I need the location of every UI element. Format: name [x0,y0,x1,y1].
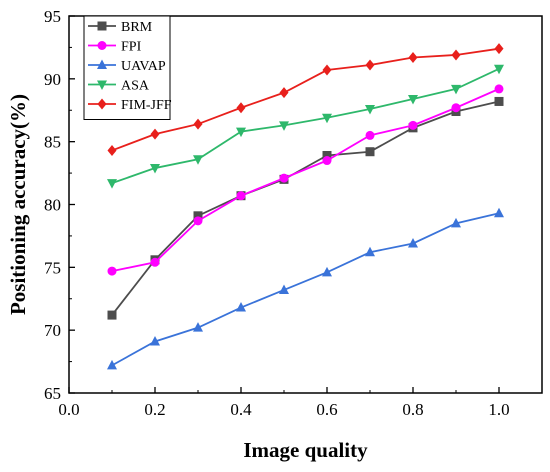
data-point-fim-jff [322,64,332,76]
legend-entry-asa: ASA [88,79,150,94]
data-point-fim-jff [193,118,203,130]
data-point-fpi [236,191,246,201]
series-brm [107,96,504,320]
legend-entry-brm: BRM [88,20,153,35]
data-point-asa [408,94,418,105]
data-point-uavap [150,335,160,346]
series-line-uavap [111,212,500,367]
data-point-uavap [451,217,461,228]
data-point-fim-jff [408,51,418,63]
data-point-brm [365,147,375,157]
data-point-asa [494,64,504,75]
data-point-uavap [365,246,375,257]
data-point-fim-jff [494,43,504,55]
series-asa [107,64,504,189]
series-fim-jff [107,43,504,156]
x-tick-label: 0.2 [144,400,165,419]
legend-label-fpi: FPI [121,40,142,55]
data-point-fim-jff [365,59,375,71]
data-point-fpi [451,103,461,113]
data-point-uavap [322,266,332,277]
legend-marker-uavap [97,59,107,69]
data-point-asa [193,155,203,165]
legend-marker-fpi [97,41,107,50]
legend-entry-fpi: FPI [88,40,142,55]
data-point-fim-jff [451,49,461,61]
legend-label-fim-jff: FIM-JFF [121,98,172,113]
x-tick-label: 0.6 [316,400,337,419]
data-point-uavap [107,359,117,370]
data-point-uavap [279,284,289,294]
series-line-asa [111,67,500,184]
series-uavap [107,207,504,370]
series-fpi [107,84,504,276]
data-point-brm [193,211,203,221]
legend-entry-uavap: UAVAP [88,59,166,74]
x-tick-label: 0.4 [230,400,252,419]
x-axis-title: Image quality [243,438,368,462]
y-axis-title: Positioning accuracy(%) [6,94,30,315]
series-line-brm [111,100,500,316]
y-tick-label: 65 [44,384,61,403]
series-line-fim-jff [111,47,500,152]
x-tick-label: 1.0 [488,400,509,419]
data-point-fpi [193,216,203,226]
axis-ticks: 0.0 0.2 0.4 0.6 0.8 1.0 65 70 75 80 85 90 95 [44,7,543,419]
y-tick-label: 90 [44,70,61,89]
data-point-asa [365,104,375,115]
legend-marker-fim-jff [97,98,107,110]
data-point-uavap [408,237,418,248]
legend-marker-asa [97,80,107,90]
data-point-fpi [150,257,160,267]
data-point-uavap [236,302,246,312]
legend-label-asa: ASA [121,79,150,94]
y-tick-label: 85 [44,133,61,152]
legend-marker-brm [97,21,107,31]
data-point-fpi [494,84,504,94]
series-layer [107,43,504,370]
data-point-uavap [193,322,203,332]
data-point-brm [494,96,504,106]
data-point-asa [236,127,246,138]
legend-entry-fim-jff: FIM-JFF [88,98,172,113]
legend-label-uavap: UAVAP [121,59,166,74]
data-point-fpi [107,266,117,276]
data-point-fpi [322,156,332,166]
data-point-fpi [408,120,418,130]
data-point-asa [322,113,332,124]
y-tick-label: 70 [44,321,61,340]
series-line-fpi [111,88,500,272]
data-point-asa [279,121,289,131]
y-tick-label: 75 [44,258,61,277]
data-point-asa [150,164,160,174]
data-point-asa [451,84,461,95]
data-point-asa [107,179,117,189]
x-tick-label: 0.8 [402,400,423,419]
data-point-fim-jff [107,144,117,156]
y-tick-label: 80 [44,196,61,215]
legend-label-brm: BRM [121,20,153,35]
data-point-uavap [494,207,504,218]
data-point-brm [322,150,332,160]
data-point-brm [107,310,117,320]
x-tick-label: 0.0 [58,400,79,419]
data-point-fim-jff [279,87,289,99]
data-point-fim-jff [150,128,160,140]
legend: BRM FPI UAVAP ASA FIM-JFF [83,15,172,120]
data-point-fpi [365,130,375,140]
data-point-fim-jff [236,102,246,114]
y-tick-label: 95 [44,7,61,26]
data-point-fpi [279,173,289,183]
